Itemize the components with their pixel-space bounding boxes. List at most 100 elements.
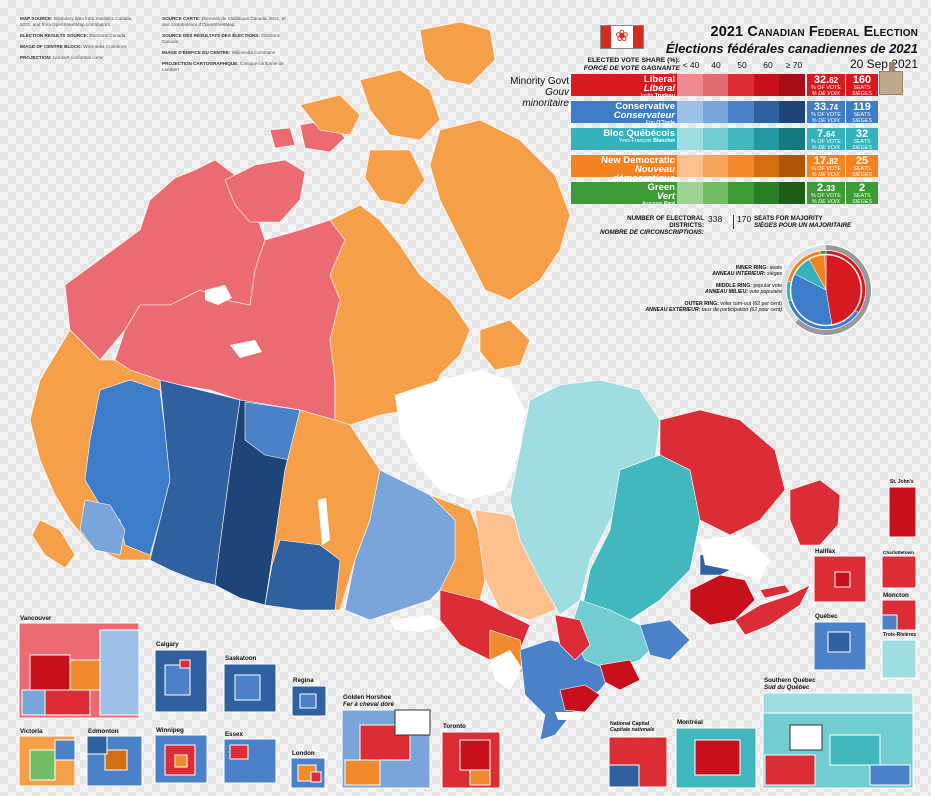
seats-label-en: SEATS bbox=[853, 139, 871, 145]
vote-share-swatches bbox=[677, 101, 805, 123]
seats-count: 2 bbox=[858, 182, 866, 194]
city-insets bbox=[18, 486, 917, 789]
projection-fr-text: Conique conforme de Lambert bbox=[162, 61, 284, 72]
inset-southern-quebec bbox=[762, 692, 914, 789]
swatch bbox=[702, 74, 729, 96]
seats-label-en: SEATS bbox=[853, 166, 871, 172]
image-centre-label: IMAGE OF CENTRE BLOCK: bbox=[20, 44, 83, 49]
region-nunavut-islands bbox=[299, 21, 571, 371]
region-saskatchewan-north bbox=[244, 401, 301, 461]
party-row: Conservative Conservateur Erin O'Toole 3… bbox=[571, 101, 878, 126]
vote-percent-label-fr: % DE VOIX bbox=[811, 117, 841, 124]
region-arctic-islands-west bbox=[224, 119, 346, 223]
inset-halifax bbox=[813, 555, 867, 603]
gulf-st-lawrence bbox=[700, 535, 770, 580]
vote-percent-label-en: % OF VOTE bbox=[811, 85, 841, 91]
party-row: New Democratic Nouveau démocratique Jagm… bbox=[571, 155, 878, 189]
image-edifice-label: IMAGE D'ÉDIFICE DU CENTRE: bbox=[162, 50, 231, 55]
majority-count: 170 bbox=[737, 214, 752, 224]
vote-share-swatches bbox=[677, 155, 805, 177]
inset-label-essex: Essex bbox=[225, 731, 243, 738]
seats-count: 160 bbox=[852, 74, 872, 86]
source-carte-text: Données de Statistique Canada, 2021, et … bbox=[162, 16, 286, 27]
seat-share-slice bbox=[825, 254, 862, 325]
party-row: Liberal Libéral Justin Trudeau 32.62 % O… bbox=[571, 74, 878, 99]
districts-label-fr: NOMBRE DE CIRCONSCRIPTIONS: bbox=[600, 229, 704, 236]
region-ontario-north bbox=[344, 469, 471, 621]
inset-label-montreal: Montréal bbox=[677, 719, 703, 726]
seats-cell: 2 SEATS SIÈGES bbox=[846, 182, 878, 204]
vote-percent-label-en: % OF VOTE bbox=[811, 193, 841, 199]
vote-percent: 33.74 bbox=[813, 101, 839, 113]
swatch bbox=[677, 182, 703, 204]
lake-superior bbox=[390, 615, 445, 632]
title-block: 2021 Canadian Federal Election Élections… bbox=[650, 24, 918, 71]
vote-share-arc bbox=[819, 250, 827, 255]
party-leader: Annamie Paul bbox=[642, 201, 675, 207]
map-source-text: Boundary data from Statistics Canada, 20… bbox=[20, 16, 133, 27]
vote-percent-label-en: % OF VOTE bbox=[811, 166, 841, 172]
inset-label-regina: Regina bbox=[293, 677, 314, 684]
vote-percent-cell: 32.62 % OF VOTE % DE VOIX bbox=[807, 74, 845, 96]
party-name-cell: New Democratic Nouveau démocratique Jagm… bbox=[571, 155, 677, 189]
region-nova-scotia bbox=[734, 584, 811, 636]
swatch bbox=[753, 182, 780, 204]
inset-victoria bbox=[18, 735, 76, 787]
region-manitoba-south bbox=[264, 539, 341, 611]
swatch bbox=[779, 155, 805, 177]
vote-share-swatches bbox=[677, 74, 805, 96]
swatch bbox=[728, 155, 754, 177]
region-montreal-area bbox=[599, 659, 641, 691]
vote-percent-label-fr: % DE VOIX bbox=[811, 171, 841, 178]
party-name-cell: Liberal Libéral Justin Trudeau bbox=[571, 74, 677, 99]
inset-label-london: London bbox=[292, 750, 315, 757]
title-french: Élections fédérales canadiennes de 2021 bbox=[665, 41, 918, 56]
hudson-bay bbox=[395, 370, 525, 500]
region-quebec-liberal bbox=[554, 614, 591, 661]
seats-label-en: SEATS bbox=[853, 112, 871, 118]
inset-moncton bbox=[881, 599, 917, 631]
election-date: 20 Sep 2021 bbox=[849, 57, 918, 71]
inset-toronto bbox=[441, 731, 501, 789]
seats-label-fr: SIÈGES bbox=[851, 144, 873, 151]
region-gta bbox=[559, 684, 601, 713]
vote-percent: 17.82 bbox=[813, 155, 839, 167]
vote-percent: 2.33 bbox=[816, 182, 836, 194]
region-newfoundland bbox=[789, 479, 841, 546]
party-leader: Justin Trudeau bbox=[639, 93, 675, 99]
great-slave-lake bbox=[230, 340, 262, 358]
party-name-cell: Bloc Québécois Yves-François Blanchet bbox=[571, 128, 677, 150]
vote-percent-label-fr: % DE VOIX bbox=[811, 144, 841, 151]
seats-cell: 160 SEATS SIÈGES bbox=[846, 74, 878, 96]
seats-label-fr: SIÈGES bbox=[851, 117, 873, 124]
region-quebec-city bbox=[639, 619, 691, 661]
seats-label-fr: SIÈGES bbox=[851, 171, 873, 178]
inset-winnipeg bbox=[154, 734, 208, 784]
party-name-en: Green bbox=[647, 182, 675, 193]
party-name-fr: Nouveau démocratique bbox=[612, 164, 675, 184]
swatch bbox=[753, 128, 780, 150]
swatch bbox=[728, 74, 754, 96]
minority-govt-label: Minority Govt Gouv minoritaire bbox=[510, 76, 569, 109]
turnout-arc bbox=[795, 245, 872, 335]
inset-trois-rivieres bbox=[881, 639, 917, 679]
inset-label-st-johns: St. John's bbox=[890, 479, 914, 485]
districts-count: 338 bbox=[708, 214, 723, 224]
party-name-en: Liberal bbox=[643, 74, 675, 85]
inset-label-edmonton: Edmonton bbox=[88, 728, 119, 735]
inset-label-quebec: Québec bbox=[815, 613, 838, 620]
region-new-brunswick bbox=[689, 574, 756, 626]
inset-label-vancouver: Vancouver bbox=[20, 615, 52, 622]
swatch bbox=[753, 155, 780, 177]
inset-charlottetown bbox=[881, 555, 917, 589]
inset-st-johns bbox=[888, 486, 917, 538]
party-name-en: Conservative bbox=[615, 101, 675, 112]
inset-essex bbox=[223, 738, 277, 784]
swatch bbox=[779, 74, 805, 96]
region-labrador bbox=[659, 409, 786, 536]
inset-vancouver bbox=[18, 622, 140, 719]
seat-vote-donut bbox=[780, 244, 872, 336]
lake-winnipeg bbox=[318, 498, 330, 545]
seats-cell: 32 SEATS SIÈGES bbox=[846, 128, 878, 150]
projection-fr-label: PROJECTION CARTOGRAPHIQUE: bbox=[162, 61, 239, 66]
